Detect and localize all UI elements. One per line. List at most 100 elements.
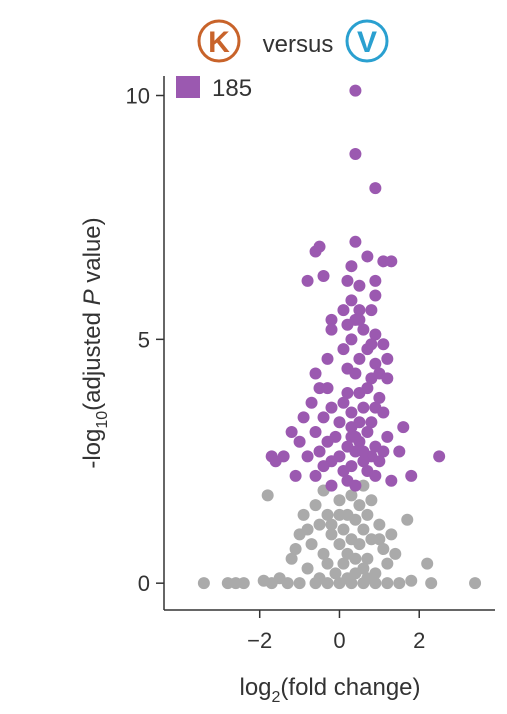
significant-point (353, 352, 366, 365)
significant-point (373, 455, 386, 468)
significant-point (325, 401, 338, 414)
nonsignificant-point (333, 577, 346, 590)
nonsignificant-point (361, 552, 374, 565)
significant-point (349, 479, 362, 492)
significant-point (317, 411, 330, 424)
x-axis-label-sub: 2 (272, 689, 281, 706)
significant-point (313, 445, 326, 458)
significant-point (321, 382, 334, 395)
y-tick-label: 0 (138, 571, 150, 596)
significant-point (385, 474, 398, 487)
nonsignificant-point (365, 494, 378, 507)
y-axis-label-sub: 10 (94, 411, 111, 429)
nonsignificant-point (345, 577, 358, 590)
x-tick-label: 2 (413, 628, 425, 653)
significant-point (337, 343, 350, 356)
nonsignificant-point (325, 518, 338, 531)
nonsignificant-point (421, 557, 434, 570)
nonsignificant-point (285, 552, 298, 565)
significant-point (365, 304, 378, 317)
significant-point (377, 445, 390, 458)
nonsignificant-point (373, 533, 386, 546)
significant-point (357, 323, 370, 336)
significant-point (365, 416, 378, 429)
legend-swatch (176, 76, 200, 98)
nonsignificant-point (293, 577, 306, 590)
significant-point (305, 396, 318, 409)
significant-point (341, 274, 354, 287)
nonsignificant-point (393, 577, 406, 590)
significant-point (349, 430, 362, 443)
nonsignificant-point (281, 577, 294, 590)
significant-point (361, 382, 374, 395)
significant-point (353, 313, 366, 326)
nonsignificant-point (333, 538, 346, 551)
y-axis-label: -log10(adjusted P value) (79, 217, 111, 468)
significant-point (317, 460, 330, 473)
significant-point (369, 328, 382, 341)
significant-points (265, 84, 446, 492)
significant-point (361, 426, 374, 438)
significant-point (377, 338, 390, 351)
x-axis-label-rest: (fold change) (280, 674, 420, 701)
group-b-badge (345, 19, 389, 63)
nonsignificant-point (297, 508, 310, 521)
significant-point (325, 323, 338, 336)
nonsignificant-point (333, 494, 346, 507)
significant-point (369, 357, 382, 370)
nonsignificant-point (381, 577, 394, 590)
nonsignificant-point (469, 577, 482, 590)
significant-point (341, 318, 354, 331)
x-tick-label: −2 (247, 628, 272, 653)
y-axis-label-italic: P (79, 289, 106, 305)
nonsignificant-point (377, 543, 390, 556)
significant-point (333, 416, 346, 429)
nonsignificant-point (325, 528, 338, 541)
significant-point (345, 333, 358, 346)
nonsignificant-point (317, 547, 330, 560)
nonsignificant-point (333, 508, 346, 521)
nonsignificant-point (313, 518, 326, 531)
nonsignificant-point (353, 499, 366, 512)
significant-point (381, 352, 394, 365)
significant-point (349, 148, 362, 161)
x-tick-label: 0 (333, 628, 345, 653)
significant-point (357, 455, 370, 468)
significant-point (369, 274, 382, 287)
significant-point (345, 260, 358, 273)
significant-point (381, 430, 394, 443)
legend-count: 185 (212, 75, 252, 102)
y-ticks: 0 5 10 (126, 84, 164, 596)
nonsignificant-point (337, 557, 350, 570)
nonsignificant-point (349, 513, 362, 526)
significant-point (357, 401, 370, 414)
x-axis-label: log2(fold change) (239, 674, 420, 706)
nonsignificant-point (309, 499, 322, 512)
chart-title: K versus V (197, 19, 389, 63)
significant-point (369, 182, 382, 195)
group-a-badge (197, 19, 241, 63)
x-ticks: −2 0 2 (247, 610, 425, 653)
significant-point (337, 465, 350, 478)
significant-point (345, 406, 358, 419)
nonsignificant-point (321, 557, 334, 570)
nonsignificant-point (261, 489, 274, 502)
nonsignificant-point (257, 574, 270, 587)
significant-point (297, 411, 310, 424)
significant-point (269, 455, 282, 468)
significant-point (377, 406, 390, 419)
x-axis-label-main: log (239, 674, 271, 701)
significant-point (381, 372, 394, 385)
nonsignificant-point (381, 557, 394, 570)
nonsignificant-point (305, 538, 318, 551)
nonsignificant-point (321, 508, 334, 521)
nonsignificant-point (237, 577, 250, 590)
significant-point (373, 391, 386, 404)
nonsignificant-point (425, 577, 438, 590)
significant-point (285, 426, 298, 438)
group-b-label: V (357, 26, 377, 59)
significant-point (405, 469, 418, 482)
nonsignificant-point (301, 523, 314, 536)
nonsignificant-point (405, 574, 418, 587)
significant-point (397, 421, 410, 434)
